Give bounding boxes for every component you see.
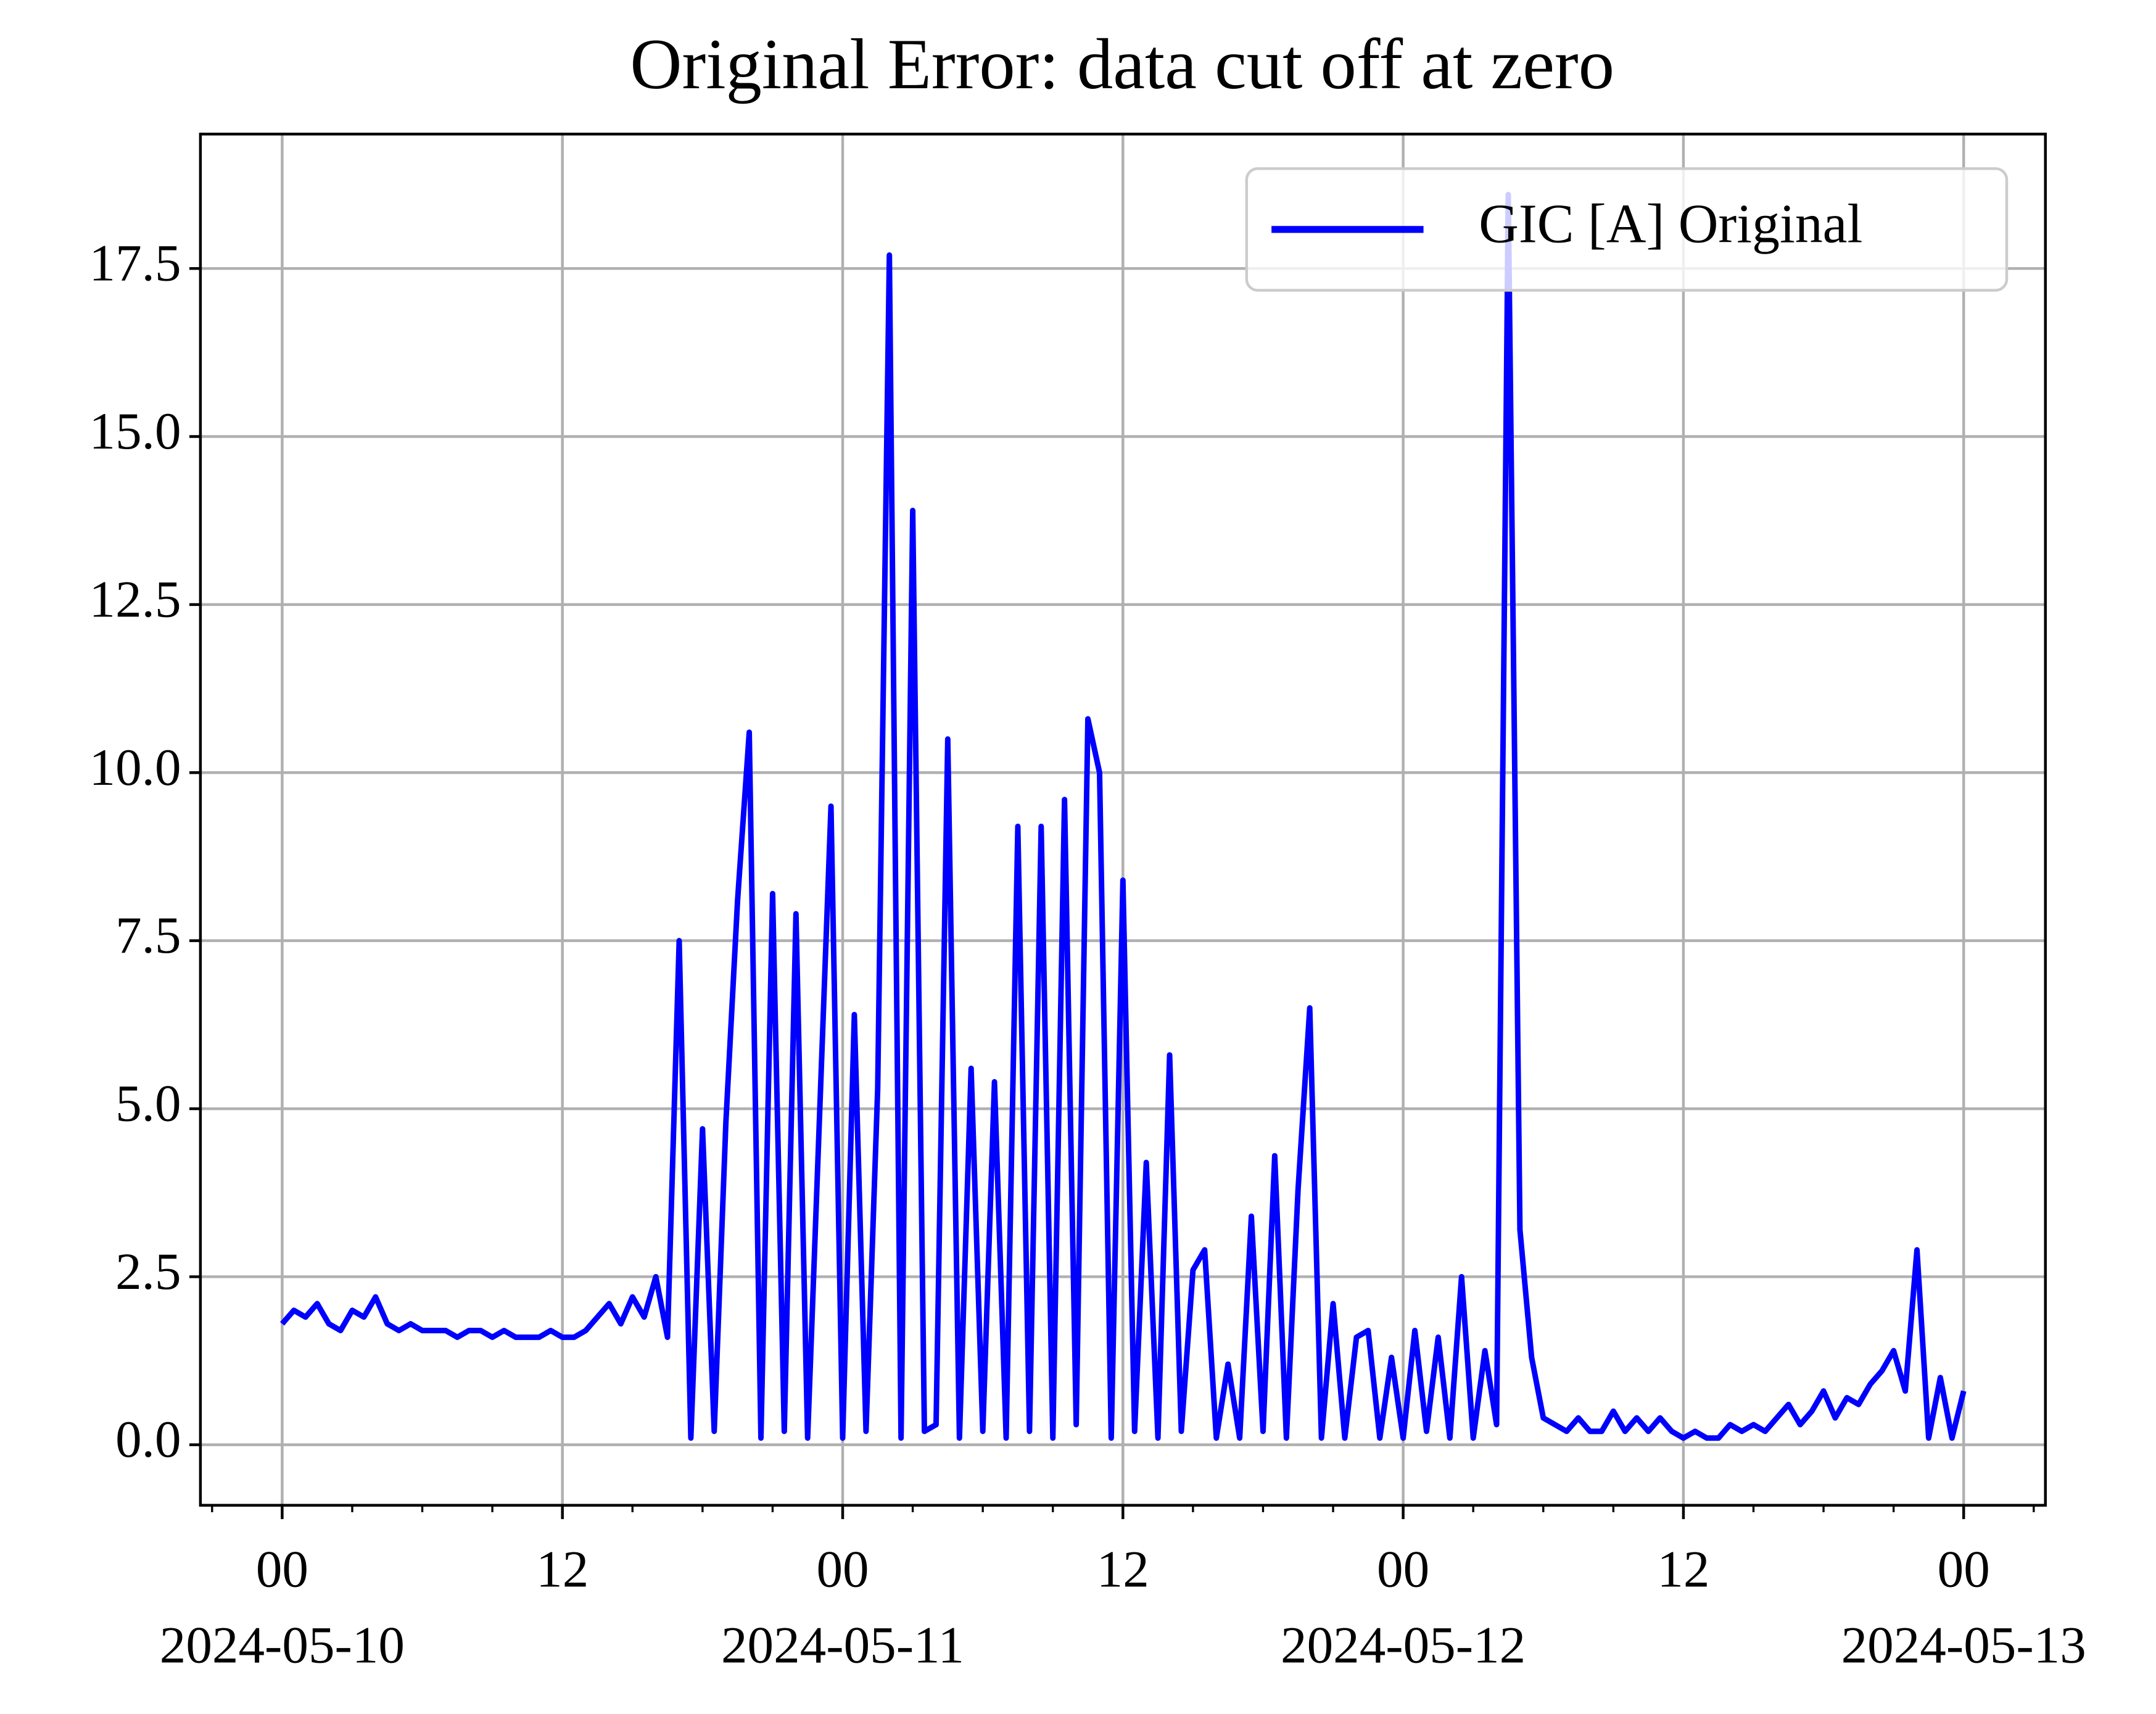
legend-label: GIC [A] Original [1479, 193, 1862, 254]
x-tick-date: 2024-05-11 [721, 1616, 964, 1674]
y-tick-label: 5.0 [115, 1074, 181, 1132]
legend: GIC [A] Original [1245, 167, 2009, 292]
ticks: 0.0 2.5 5.0 7.5 10.0 12.5 15.0 17.5 00 2024-05-10… [89, 234, 2086, 1675]
y-tick-label: 12.5 [89, 570, 181, 628]
legend-box [1245, 167, 2009, 292]
y-tick-label: 10.0 [89, 739, 181, 797]
x-tick-label: 12 [536, 1540, 589, 1598]
x-tick-label: 00 [1938, 1540, 1990, 1598]
y-tick-label: 0.0 [115, 1410, 181, 1468]
x-tick-label: 00 [256, 1540, 308, 1598]
y-tick-label: 7.5 [115, 906, 181, 964]
grid [200, 134, 2046, 1505]
y-tick-label: 15.0 [89, 402, 181, 460]
x-tick-date: 2024-05-13 [1841, 1616, 2086, 1674]
x-tick-label: 12 [1097, 1540, 1149, 1598]
x-tick-label: 00 [816, 1540, 869, 1598]
x-tick-date: 2024-05-12 [1281, 1616, 1526, 1674]
y-tick-label: 17.5 [89, 234, 181, 292]
chart-title: Original Error: data cut off at zero [630, 25, 1614, 104]
x-tick-label: 00 [1377, 1540, 1429, 1598]
x-tick-date: 2024-05-10 [160, 1616, 405, 1674]
x-tick-label: 12 [1657, 1540, 1709, 1598]
data-line [280, 191, 1967, 1441]
plot-area [280, 191, 1967, 1441]
y-tick-label: 2.5 [115, 1243, 181, 1301]
